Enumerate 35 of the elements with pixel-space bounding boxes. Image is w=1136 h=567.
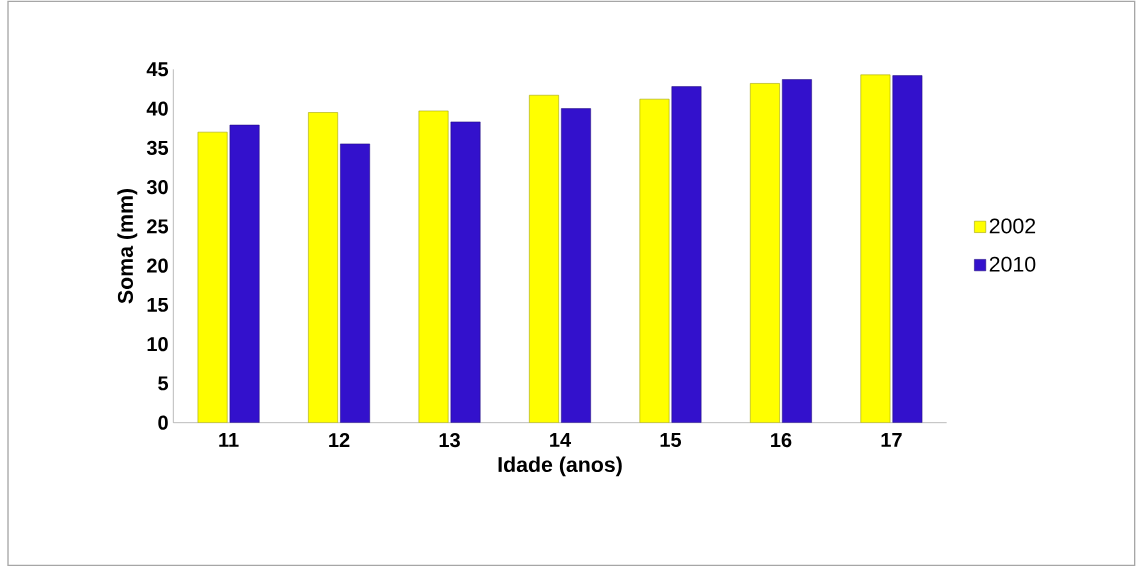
bar	[561, 108, 591, 423]
x-tick-label: 12	[329, 433, 350, 448]
bar	[671, 86, 702, 423]
x-tick-label: 15	[660, 433, 682, 448]
y-tick-label: 5	[158, 376, 169, 391]
bar	[529, 95, 559, 423]
bar	[892, 75, 923, 423]
bar	[418, 110, 449, 423]
bar	[750, 83, 780, 423]
bar	[860, 74, 891, 423]
bar	[782, 79, 812, 423]
y-tick-label: 20	[147, 258, 168, 273]
x-axis-title: Idade (anos)	[498, 456, 622, 477]
y-tick-label: 30	[146, 180, 168, 195]
x-tick-label: 17	[881, 433, 902, 447]
bar	[197, 132, 228, 423]
bar	[229, 124, 260, 423]
x-tick-label: 11	[219, 433, 239, 447]
bar	[308, 112, 338, 423]
bar	[450, 121, 481, 423]
x-tick-label: 14	[550, 433, 572, 447]
y-tick-label: 45	[146, 62, 169, 77]
y-tick-label: 0	[158, 415, 168, 430]
legend-label: 2002	[989, 218, 1036, 234]
y-tick-label: 35	[146, 140, 169, 156]
y-tick-label: 25	[147, 219, 169, 234]
bar	[340, 143, 370, 423]
x-tick-label: 13	[439, 433, 460, 448]
y-tick-label: 40	[146, 101, 168, 116]
y-tick-label: 15	[147, 298, 169, 313]
x-tick-label: 16	[771, 433, 792, 448]
y-axis-title: Soma (mm)	[117, 189, 138, 304]
y-tick-label: 10	[147, 337, 168, 352]
legend-label: 2010	[989, 256, 1036, 272]
bar	[639, 99, 670, 423]
